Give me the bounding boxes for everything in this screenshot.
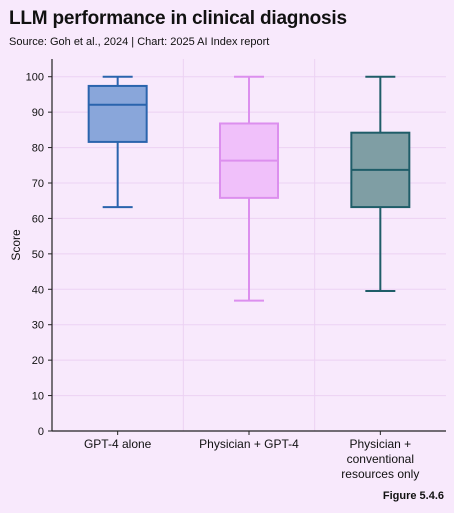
y-tick-label: 80 bbox=[32, 143, 44, 155]
x-tick-label-line: GPT-4 alone bbox=[84, 437, 152, 451]
y-tick-label: 90 bbox=[32, 107, 44, 119]
x-tick-label-line: resources only bbox=[341, 467, 419, 481]
y-tick-label: 40 bbox=[32, 284, 44, 296]
y-tick-label: 30 bbox=[32, 320, 44, 332]
y-tick-label: 50 bbox=[32, 249, 44, 261]
x-tick-label: Physician + conventional resources only bbox=[341, 437, 419, 481]
x-tick-label: GPT-4 alone bbox=[84, 437, 152, 451]
y-axis-title: Score bbox=[9, 229, 23, 261]
x-tick-label: Physician + GPT-4 bbox=[199, 437, 299, 451]
box-1 bbox=[219, 75, 279, 302]
figure-number: Figure 5.4.6 bbox=[382, 490, 444, 502]
axes bbox=[48, 59, 446, 435]
y-tick-label: 10 bbox=[32, 391, 44, 403]
y-tick-label: 60 bbox=[32, 213, 44, 225]
y-tick-label: 0 bbox=[38, 426, 44, 438]
y-tick-label: 70 bbox=[32, 178, 44, 190]
box-0 bbox=[87, 75, 148, 209]
chart-subtitle: Source: Goh et al., 2024 | Chart: 2025 A… bbox=[9, 36, 270, 48]
x-tick-label-line: Physician + GPT-4 bbox=[199, 437, 299, 451]
boxes bbox=[87, 75, 411, 302]
x-tick-label-line: conventional bbox=[347, 452, 414, 466]
x-tick-label-line: Physician + bbox=[349, 437, 411, 451]
labels: 0 10 20 30 40 50 60 70 80 90 100 Score GPT-4 alone Ph… bbox=[9, 72, 419, 481]
box-2 bbox=[350, 75, 411, 293]
y-tick-label: 100 bbox=[26, 72, 44, 84]
y-tick-label: 20 bbox=[32, 355, 44, 367]
chart-title: LLM performance in clinical diagnosis bbox=[9, 8, 347, 29]
box-iqr bbox=[87, 84, 148, 143]
